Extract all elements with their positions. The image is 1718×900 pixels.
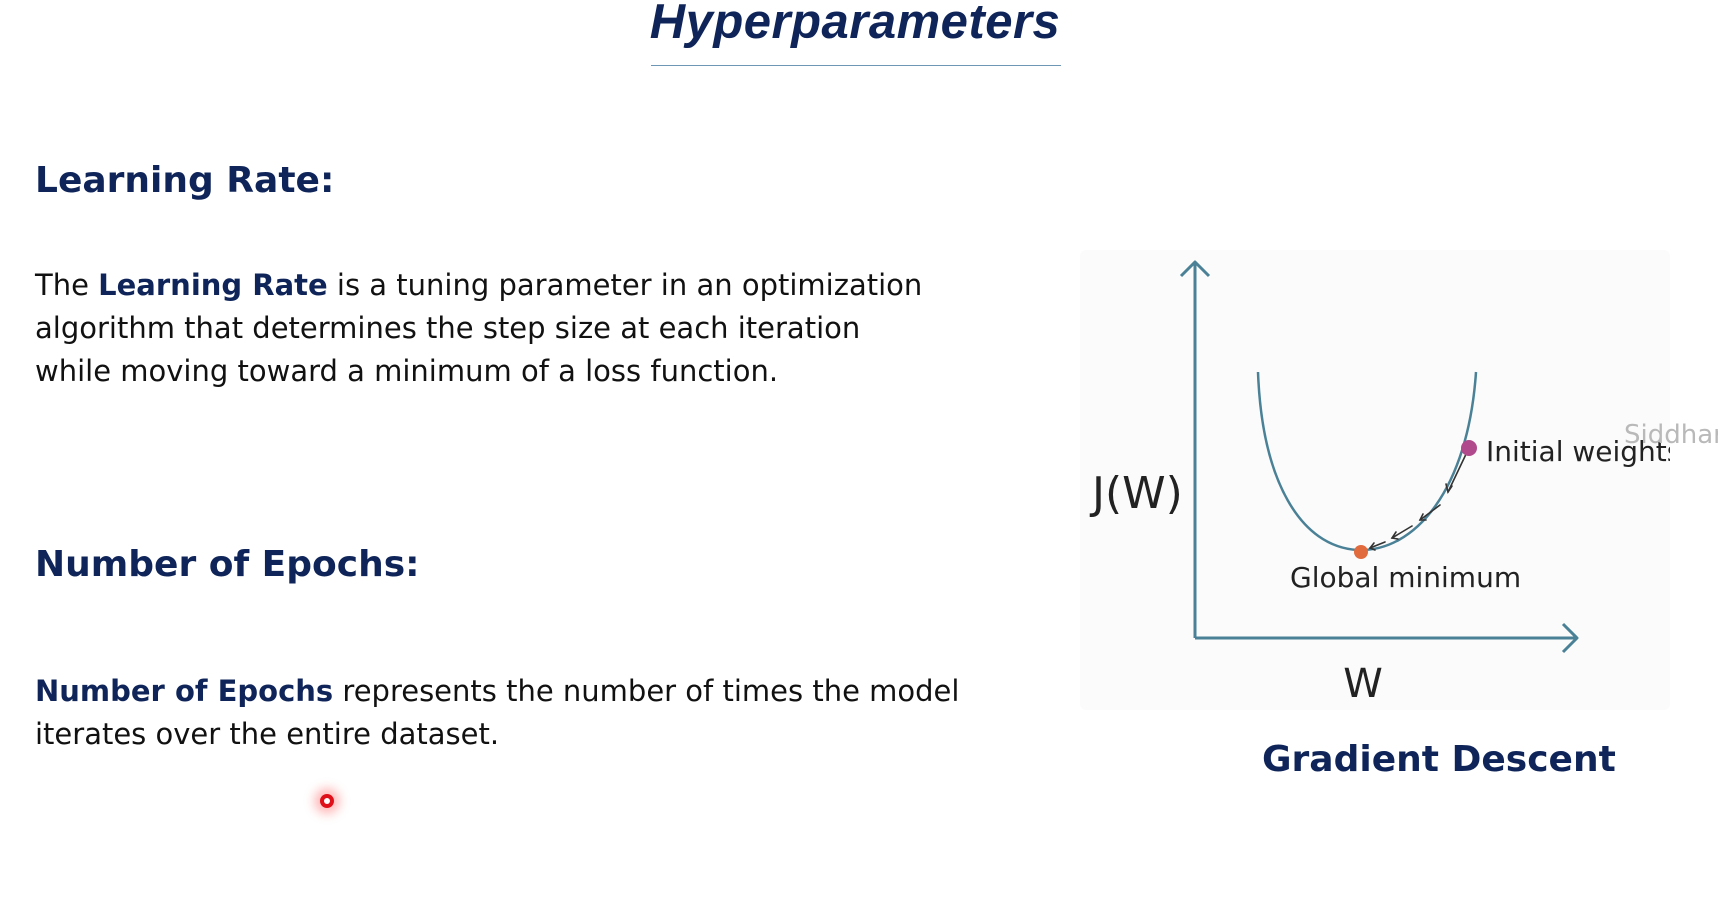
- descent-arrows: [1368, 449, 1469, 551]
- epochs-line-1: Number of Epochs represents the number o…: [35, 670, 959, 713]
- learning-rate-line-3: while moving toward a minimum of a loss …: [35, 354, 779, 388]
- watermark-text: Siddhar: [1624, 420, 1718, 450]
- epochs-paragraph: Number of Epochs represents the number o…: [35, 670, 959, 756]
- slide-title: Hyperparameters: [649, 0, 1061, 49]
- learning-rate-line-2: algorithm that determines the step size …: [35, 311, 861, 345]
- epochs-heading: Number of Epochs:: [35, 544, 420, 585]
- learning-rate-line-1: The Learning Rate is a tuning parameter …: [35, 264, 922, 307]
- learning-rate-line-1-rest: is a tuning parameter in an optimization: [327, 268, 923, 302]
- initial-weights-point: [1461, 440, 1477, 456]
- loss-curve: [1256, 371, 1478, 552]
- y-axis-arrowhead: [1179, 260, 1211, 278]
- learning-rate-paragraph: The Learning Rate is a tuning parameter …: [35, 264, 922, 393]
- epochs-line-1-rest: represents the number of times the model: [333, 674, 960, 708]
- x-axis-arrowhead: [1561, 622, 1579, 654]
- initial-weights-label: Initial weights: [1486, 435, 1670, 468]
- learning-rate-heading: Learning Rate:: [35, 160, 335, 201]
- figure-caption: Gradient Descent: [1262, 739, 1616, 780]
- global-minimum-point: [1354, 545, 1368, 559]
- global-minimum-label: Global minimum: [1290, 561, 1521, 594]
- y-axis-label: J(W): [1089, 468, 1183, 519]
- gradient-descent-figure: J(W) W Initial weights Global minimum: [1080, 250, 1670, 710]
- epochs-term: Number of Epochs: [35, 674, 334, 708]
- epochs-line-2: iterates over the entire dataset.: [35, 717, 500, 751]
- title-underline: [651, 65, 1061, 66]
- x-axis-label: W: [1343, 661, 1383, 707]
- learning-rate-prefix: The: [35, 268, 99, 302]
- gradient-descent-diagram: J(W) W Initial weights Global minimum: [1089, 260, 1670, 707]
- learning-rate-term: Learning Rate: [98, 268, 328, 302]
- pointer-cursor-icon: [320, 794, 334, 808]
